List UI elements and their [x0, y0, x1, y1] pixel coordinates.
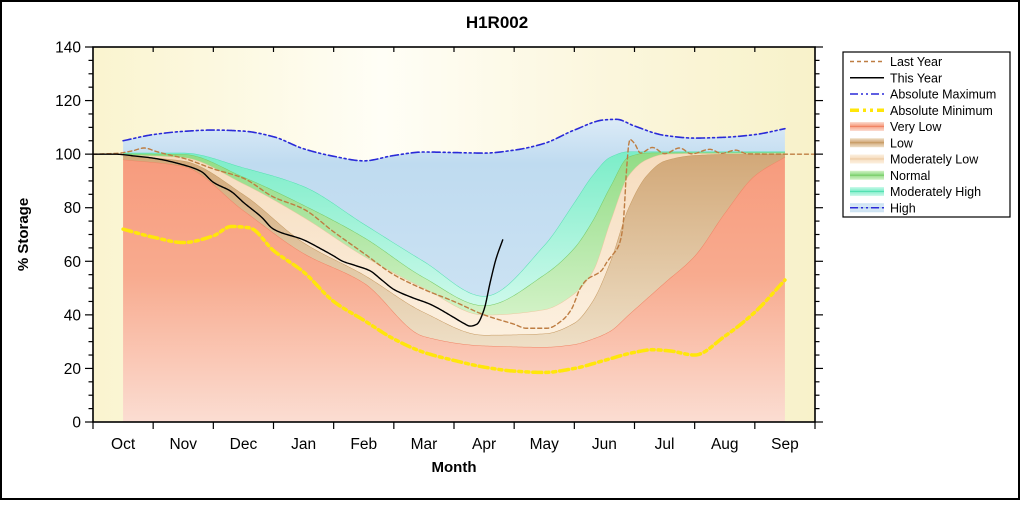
legend-label: Very Low — [890, 120, 942, 134]
legend-item: Absolute Minimum — [850, 104, 993, 118]
y-axis-tick-label: 120 — [55, 93, 81, 110]
legend-item: This Year — [850, 71, 942, 85]
legend: Last Year This Year Absolute Maximum Absolu… — [842, 51, 1011, 218]
legend-label: Absolute Maximum — [890, 88, 996, 102]
band-low — [123, 154, 785, 347]
band-edge-moderately_low — [123, 152, 785, 316]
legend-item: High — [850, 201, 916, 215]
band-edge-very_low — [123, 156, 786, 348]
line-last_year — [92, 138, 816, 329]
legend-item: Absolute Maximum — [850, 88, 996, 102]
x-axis-month-label: Jun — [592, 436, 617, 453]
band-moderately_high — [123, 151, 785, 306]
legend-item: Moderately High — [850, 185, 981, 199]
x-axis-month-label: Mar — [411, 436, 438, 453]
x-axis-month-label: Apr — [472, 436, 496, 453]
x-axis-month-label: Sep — [771, 436, 799, 453]
legend-item: Last Year — [850, 55, 942, 69]
legend-label: Low — [890, 136, 914, 150]
y-axis-tick-label: 80 — [64, 200, 82, 217]
x-axis-month-label: Jan — [291, 436, 316, 453]
line-absolute_minimum — [121, 224, 787, 375]
band-high — [123, 119, 785, 297]
band-normal — [123, 152, 785, 315]
x-axis-month-label: Aug — [711, 436, 739, 453]
x-axis-month-label: Nov — [169, 436, 197, 453]
legend-item: Very Low — [850, 120, 942, 134]
y-axis-title: % Storage — [15, 198, 32, 271]
legend-label: Moderately Low — [890, 153, 979, 167]
legend-label: This Year — [890, 71, 942, 85]
line-absolute_maximum — [122, 118, 786, 162]
x-axis-month-label: Oct — [111, 436, 136, 453]
x-axis-month-label: Jul — [655, 436, 675, 453]
legend-label: High — [890, 201, 916, 215]
x-axis-month-label: Feb — [350, 436, 377, 453]
y-axis-tick-label: 140 — [55, 40, 81, 57]
legend-item: Normal — [850, 169, 930, 183]
y-axis-tick-label: 0 — [72, 415, 81, 432]
legend-label: Absolute Minimum — [890, 104, 993, 118]
band-moderately_low — [123, 153, 785, 335]
legend-item: Low — [850, 136, 914, 150]
legend-label: Normal — [890, 169, 930, 183]
legend-item: Moderately Low — [850, 153, 979, 167]
y-axis-tick-label: 100 — [55, 147, 81, 164]
legend-label: Last Year — [890, 55, 942, 69]
x-axis-month-label: Dec — [230, 436, 258, 453]
y-axis-tick-label: 20 — [64, 361, 82, 378]
y-axis-tick-label: 40 — [64, 307, 82, 324]
line-this_year — [92, 153, 504, 327]
x-axis-title: Month — [432, 459, 477, 476]
legend-label: Moderately High — [890, 185, 981, 199]
chart-title: H1R002 — [466, 13, 528, 32]
y-axis-tick-label: 60 — [64, 254, 82, 271]
x-axis-month-label: May — [530, 436, 560, 453]
